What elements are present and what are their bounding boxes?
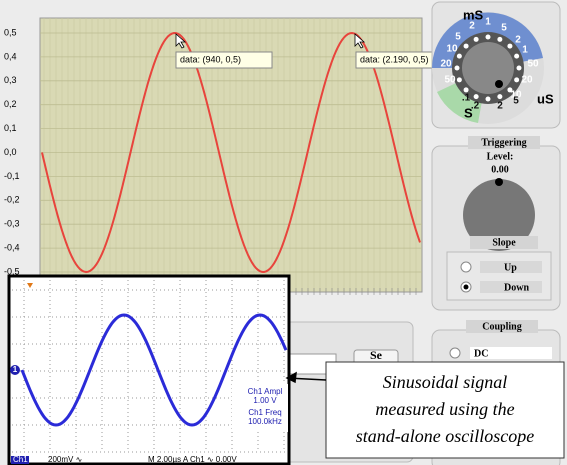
dial-dot [497,36,503,42]
option-label: DC [474,348,488,359]
dial-label: 2 [497,101,503,112]
tooltip-text: data: (940, 0,5) [180,54,241,64]
panel-title: Slope [492,237,516,248]
panel-title: Triggering [481,137,526,148]
dial-label: 1 [485,17,491,28]
unit-label: mS [463,7,484,22]
dial-dot [485,34,491,40]
timebase-dial[interactable] [431,1,561,129]
level-label: Level: [487,151,514,162]
panel-header [466,320,538,333]
panel-header [468,136,540,149]
y-tick-label: 0,1 [4,123,17,133]
status-text: 200mV ∿ [48,455,82,464]
option-bg [480,281,542,293]
dial-label: 20 [440,59,452,70]
panel-header [470,236,538,249]
tooltip: data: (940, 0,5) [175,33,273,69]
level-knob[interactable] [463,179,535,251]
y-tick-label: -0,5 [4,266,20,276]
y-tick-label: -0,3 [4,219,20,229]
y-tick-label: 0,4 [4,51,17,61]
dial-label: .1 [462,93,471,104]
dial-label: 10 [510,90,522,101]
dial-dot [456,77,462,83]
dial-label: 10 [446,44,458,55]
dial-label: 5 [513,96,519,107]
level-value: 0.00 [491,164,509,175]
caption-arrow [285,371,327,384]
readout: 100.0kHz [248,417,282,426]
readout: Ch1 Ampl [248,387,283,396]
dial-dot [463,43,469,49]
radio-up[interactable] [460,261,472,273]
y-tick-label: 0,5 [4,27,17,37]
tooltip-text: data: (2.190, 0,5) [360,54,429,64]
dial-label: 5 [455,32,461,43]
button-label: Se [370,348,383,362]
y-tick-label: -0,1 [4,171,20,181]
option-label: Up [504,262,517,273]
scope-photo [7,274,291,465]
status-text: Ch1 [13,455,28,464]
readout: Ch1 Freq [248,408,281,417]
channel-marker-label: 1 [13,365,18,374]
trigger-marker [27,283,33,288]
dial-label: 2 [515,35,521,46]
plot-grid [40,18,422,295]
dial-dot [473,94,479,100]
dial-label: 1 [522,45,528,56]
readout: 1.00 V [253,396,277,405]
dial-label: 50 [527,59,539,70]
readout-bg [232,384,288,432]
unit-label: uS [537,91,554,106]
unit-label: S [464,105,473,120]
channel-marker [10,365,20,375]
dial-dot [497,94,503,100]
knob-indicator [495,178,503,186]
dial-dot [516,65,522,71]
radio-dc[interactable] [449,347,461,359]
dial-dot [507,43,513,49]
panel-title: Coupling [482,321,521,332]
signal-curve [41,31,421,274]
option-bg [480,261,542,273]
dial-label: 20 [521,75,533,86]
caption-line: measured using the [375,399,514,419]
dial-dot [485,96,491,102]
dial-dot [514,77,520,83]
dial-dot [473,36,479,42]
caption-line: stand-alone oscilloscope [356,426,534,446]
dial-dot [454,65,460,71]
dial-label: 2 [469,21,475,32]
dial-dot [463,87,469,93]
scope-grid [12,280,287,453]
y-tick-label: 0,0 [4,147,17,157]
caption-line: Sinusoidal signal [383,372,508,392]
caption-box [325,361,565,459]
dial-dot [514,53,520,59]
scope-trace [20,313,288,427]
y-tick-label: 0,2 [4,99,17,109]
dial-label: 5 [501,23,507,34]
y-tick-label: -0,4 [4,242,20,252]
dial-dot [507,87,513,93]
dial-label: 50 [444,75,456,86]
y-tick-label: -0,2 [4,195,20,205]
status-ch [11,456,29,464]
dial-label: .2 [471,101,480,112]
radio-dot [463,284,469,290]
option-bg [470,347,552,359]
y-tick-label: 0,3 [4,75,17,85]
dial-dot [456,53,462,59]
status-text: M 2.00µs A Ch1 ∿ 0.00V [148,455,237,464]
option-label: Down [504,282,529,293]
